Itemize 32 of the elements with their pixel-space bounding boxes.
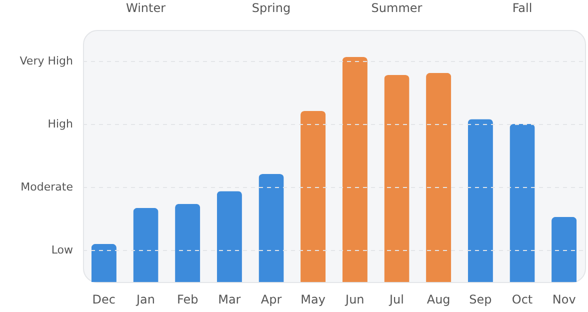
bar xyxy=(426,72,452,282)
text: Low xyxy=(51,244,73,256)
text: Very High xyxy=(20,54,74,68)
x-tick-label: Jun xyxy=(344,292,364,306)
x-tick-label: Jul xyxy=(388,292,404,306)
bar xyxy=(342,57,368,282)
x-tick-label: Sep xyxy=(469,292,492,306)
text: Fall xyxy=(512,1,532,15)
bar xyxy=(468,119,493,282)
text: High xyxy=(48,118,74,130)
x-tick-label: Feb xyxy=(176,292,198,306)
x-tick-label: Nov xyxy=(552,292,576,306)
bar xyxy=(216,191,242,282)
text: Moderate xyxy=(20,180,74,194)
bar xyxy=(133,208,158,282)
bar xyxy=(552,216,577,282)
x-tick-label: Apr xyxy=(260,292,282,306)
x-tick-label: May xyxy=(300,292,326,306)
x-tick-label: Dec xyxy=(92,292,116,306)
x-tick-label: Aug xyxy=(426,292,450,306)
bar xyxy=(91,244,116,282)
x-tick-label: Mar xyxy=(218,292,241,306)
x-tick-label: Jan xyxy=(136,292,155,306)
text: Winter xyxy=(126,1,166,15)
bar xyxy=(510,124,535,282)
bar xyxy=(300,111,326,282)
bar xyxy=(175,204,200,282)
text: Spring xyxy=(252,1,291,15)
x-tick-label: Oct xyxy=(512,292,533,306)
bar xyxy=(258,174,284,282)
text: Summer xyxy=(371,1,422,15)
bar xyxy=(384,75,410,282)
